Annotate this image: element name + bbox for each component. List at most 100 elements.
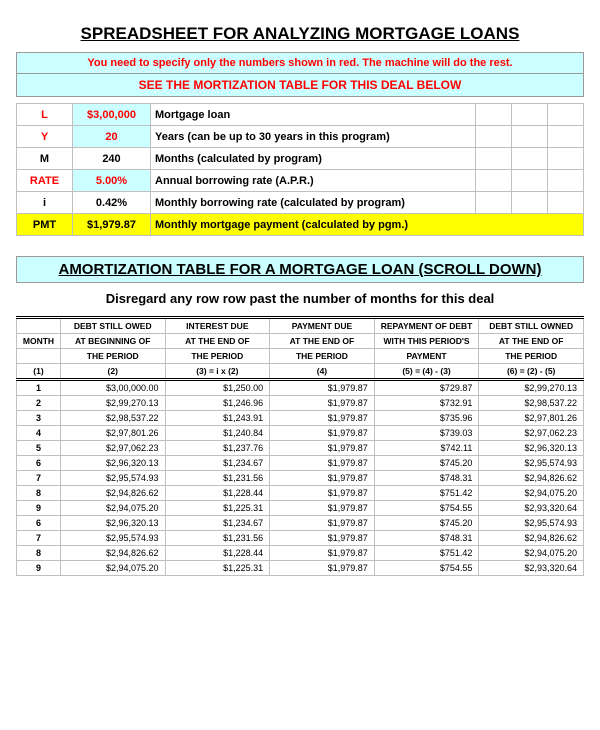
amort-cell: $2,95,574.93 (60, 471, 165, 486)
amort-cell: $1,979.87 (270, 516, 375, 531)
amort-cell: $2,98,537.22 (60, 411, 165, 426)
amort-header-row: (1)(2)(3) = i x (2)(4)(5) = (4) - (3)(6)… (17, 364, 584, 380)
amort-cell: $2,94,075.20 (479, 486, 584, 501)
amort-cell: 8 (17, 486, 61, 501)
amort-header-cell: AT THE END OF (270, 334, 375, 349)
amort-cell: $748.31 (374, 471, 479, 486)
amort-cell: $732.91 (374, 396, 479, 411)
amort-cell: $2,99,270.13 (479, 380, 584, 396)
amort-cell: $2,94,826.62 (479, 531, 584, 546)
table-row: 5$2,97,062.23$1,237.76$1,979.87$742.11$2… (17, 441, 584, 456)
amort-header-row: THE PERIODTHE PERIODTHE PERIODPAYMENTTHE… (17, 349, 584, 364)
amort-cell: $2,96,320.13 (60, 456, 165, 471)
param-value: $3,00,000 (73, 104, 151, 126)
see-banner: SEE THE MORTIZATION TABLE FOR THIS DEAL … (16, 74, 584, 97)
table-row: 8$2,94,826.62$1,228.44$1,979.87$751.42$2… (17, 486, 584, 501)
amort-cell: $1,243.91 (165, 411, 270, 426)
amort-cell: $1,979.87 (270, 486, 375, 501)
amort-cell: $1,979.87 (270, 396, 375, 411)
amort-title: AMORTIZATION TABLE FOR A MORTGAGE LOAN (… (16, 256, 584, 283)
amort-cell: $1,225.31 (165, 561, 270, 576)
param-value: 5.00% (73, 170, 151, 192)
amort-cell: $2,95,574.93 (479, 456, 584, 471)
amort-header-cell: AT THE END OF (479, 334, 584, 349)
amort-cell: $1,234.67 (165, 456, 270, 471)
amort-header-cell: AT BEGINNING OF (60, 334, 165, 349)
empty-cell (548, 170, 584, 192)
table-row: 1$3,00,000.00$1,250.00$1,979.87$729.87$2… (17, 380, 584, 396)
amort-header-cell: INTEREST DUE (165, 318, 270, 334)
amort-cell: $2,98,537.22 (479, 396, 584, 411)
amort-cell: $2,94,826.62 (479, 471, 584, 486)
amort-cell: $1,979.87 (270, 411, 375, 426)
table-row: 6$2,96,320.13$1,234.67$1,979.87$745.20$2… (17, 516, 584, 531)
amort-cell: $1,225.31 (165, 501, 270, 516)
empty-cell (512, 104, 548, 126)
params-table: L$3,00,000Mortgage loanY20Years (can be … (16, 103, 584, 236)
amort-header-cell: PAYMENT DUE (270, 318, 375, 334)
amort-header-cell: DEBT STILL OWED (60, 318, 165, 334)
amort-cell: $2,95,574.93 (60, 531, 165, 546)
amort-cell: $2,99,270.13 (60, 396, 165, 411)
amort-cell: $739.03 (374, 426, 479, 441)
amort-cell: $1,979.87 (270, 441, 375, 456)
amort-header-cell: THE PERIOD (479, 349, 584, 364)
table-row: 7$2,95,574.93$1,231.56$1,979.87$748.31$2… (17, 531, 584, 546)
amort-cell: $745.20 (374, 516, 479, 531)
amort-cell: 7 (17, 531, 61, 546)
param-row: RATE5.00%Annual borrowing rate (A.P.R.) (17, 170, 584, 192)
amort-cell: $2,97,801.26 (60, 426, 165, 441)
amort-cell: $2,93,320.64 (479, 561, 584, 576)
amort-cell: 6 (17, 516, 61, 531)
param-row: i0.42%Monthly borrowing rate (calculated… (17, 192, 584, 214)
amort-cell: $1,240.84 (165, 426, 270, 441)
amort-table: DEBT STILL OWEDINTEREST DUEPAYMENT DUERE… (16, 316, 584, 576)
amort-cell: $1,979.87 (270, 426, 375, 441)
amort-cell: $1,979.87 (270, 501, 375, 516)
param-row: L$3,00,000Mortgage loan (17, 104, 584, 126)
amort-header-cell: REPAYMENT OF DEBT (374, 318, 479, 334)
empty-cell (476, 170, 512, 192)
param-symbol: RATE (17, 170, 73, 192)
amort-cell: $2,97,062.23 (479, 426, 584, 441)
param-desc: Months (calculated by program) (151, 148, 476, 170)
amort-cell: $1,979.87 (270, 531, 375, 546)
amort-cell: $2,96,320.13 (479, 441, 584, 456)
amort-header-cell: (5) = (4) - (3) (374, 364, 479, 380)
param-desc: Years (can be up to 30 years in this pro… (151, 126, 476, 148)
param-value: 240 (73, 148, 151, 170)
amort-cell: $745.20 (374, 456, 479, 471)
amort-cell: $751.42 (374, 546, 479, 561)
amort-cell: $1,979.87 (270, 546, 375, 561)
amort-header-cell: (4) (270, 364, 375, 380)
param-row: Y20Years (can be up to 30 years in this … (17, 126, 584, 148)
amort-cell: $2,94,075.20 (479, 546, 584, 561)
param-row: M240Months (calculated by program) (17, 148, 584, 170)
amort-cell: $729.87 (374, 380, 479, 396)
param-symbol: PMT (17, 214, 73, 236)
amort-header-cell: (3) = i x (2) (165, 364, 270, 380)
amort-cell: $2,95,574.93 (479, 516, 584, 531)
amort-cell: $735.96 (374, 411, 479, 426)
amort-header-cell: (6) = (2) - (5) (479, 364, 584, 380)
amort-cell: $2,96,320.13 (60, 516, 165, 531)
amort-cell: $1,979.87 (270, 456, 375, 471)
amort-cell: $1,979.87 (270, 380, 375, 396)
table-row: 9$2,94,075.20$1,225.31$1,979.87$754.55$2… (17, 561, 584, 576)
param-symbol: M (17, 148, 73, 170)
page-title: SPREADSHEET FOR ANALYZING MORTGAGE LOANS (16, 20, 584, 52)
amort-cell: $1,250.00 (165, 380, 270, 396)
amort-cell: $2,94,826.62 (60, 486, 165, 501)
param-symbol: i (17, 192, 73, 214)
amort-cell: $742.11 (374, 441, 479, 456)
amort-cell: $1,246.96 (165, 396, 270, 411)
amort-cell: $748.31 (374, 531, 479, 546)
amort-cell: $2,97,801.26 (479, 411, 584, 426)
amort-cell: 9 (17, 561, 61, 576)
param-value: $1,979.87 (73, 214, 151, 236)
amort-header-cell (17, 349, 61, 364)
amort-cell: 4 (17, 426, 61, 441)
empty-cell (476, 104, 512, 126)
amort-cell: 1 (17, 380, 61, 396)
amort-cell: $2,94,075.20 (60, 501, 165, 516)
